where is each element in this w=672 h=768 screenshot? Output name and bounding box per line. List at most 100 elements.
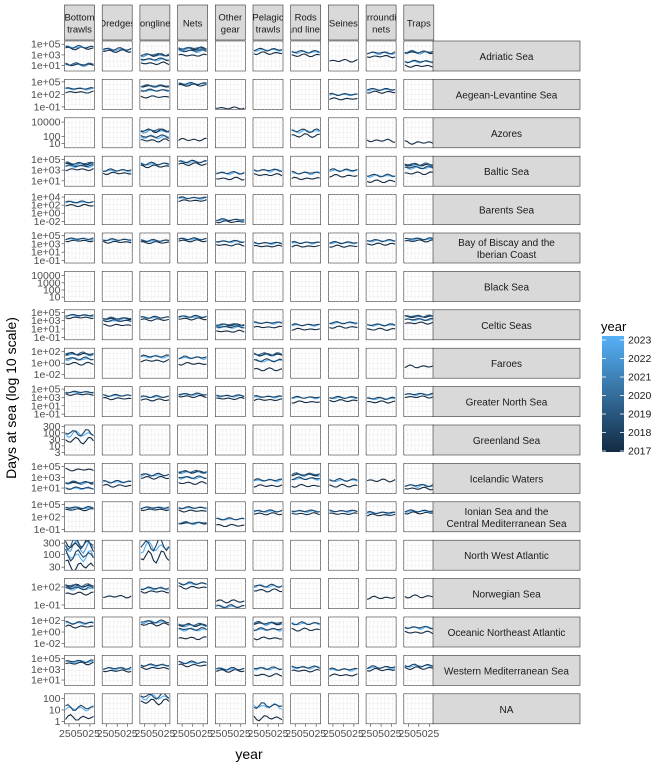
year-series-line — [65, 508, 94, 512]
panel-r9-c3 — [139, 347, 171, 379]
year-series-line — [178, 199, 207, 203]
y-tick-label: 10000 — [31, 117, 60, 129]
panel-r9-c1 — [64, 347, 95, 379]
year-series-line — [366, 51, 396, 55]
legend-label: 2021 — [628, 372, 652, 384]
year-series-line — [178, 237, 207, 241]
panel-r16-c7 — [290, 616, 322, 648]
panel-r11-c5 — [215, 424, 246, 456]
panel-r2-c8 — [328, 79, 359, 110]
year-series-line — [102, 319, 132, 323]
year-series-line — [140, 161, 170, 166]
y-tick-label: 1e+01 — [31, 323, 61, 335]
panel-r10-c7 — [290, 386, 322, 417]
panel-r2-c2 — [101, 79, 133, 110]
y-tick-label: 1e-01 — [34, 409, 61, 421]
year-series-line — [404, 237, 433, 241]
panel-r8-c3 — [139, 309, 171, 341]
year-series-line — [291, 665, 320, 669]
panel-r15-c9 — [365, 578, 397, 609]
panel-r8-c6 — [252, 309, 284, 341]
y-tick-label: 300 — [43, 421, 61, 433]
year-series-line — [140, 354, 169, 358]
legend-colorbar — [602, 336, 624, 452]
panel-r17-c8 — [328, 655, 359, 686]
legend-label: 2020 — [628, 390, 652, 402]
year-series-line — [253, 325, 283, 329]
y-tick-label: 1e+01 — [31, 400, 61, 412]
panel-r8-c9 — [365, 309, 397, 341]
year-series-line — [140, 84, 169, 88]
panel-r9-c10 — [403, 347, 435, 379]
year-series-line — [253, 173, 283, 177]
panel-r16-c1 — [64, 616, 95, 648]
year-series-line — [329, 325, 358, 329]
year-series-line — [404, 625, 433, 630]
row-strip-label: Central Mediterranean Sea — [446, 519, 567, 530]
y-tick-label: 1e+03 — [31, 315, 61, 327]
row-strip-label: Faroes — [491, 359, 522, 370]
row-strip-10: Greater North Sea — [432, 386, 581, 417]
panel-r16-c10 — [403, 616, 435, 648]
year-series-line — [102, 483, 132, 488]
year-series-line — [140, 693, 170, 700]
year-series-line — [291, 128, 320, 134]
panel-r1-c7 — [290, 40, 322, 72]
year-series-line — [404, 486, 433, 491]
panel-r16-c6 — [252, 616, 284, 648]
year-series-line — [329, 673, 358, 677]
panel-r5-c4 — [177, 194, 208, 225]
panel-r9-c9 — [365, 347, 397, 379]
row-strip-label: Icelandic Waters — [470, 474, 544, 485]
panel-r5-c3 — [139, 194, 171, 225]
panel-r16-c2 — [101, 616, 133, 648]
year-series-line — [178, 394, 207, 399]
row-strip-17: Western Mediterranean Sea — [432, 655, 581, 686]
year-series-line — [216, 329, 245, 333]
year-series-line — [216, 323, 245, 327]
year-series-line — [103, 316, 132, 320]
year-series-line — [178, 81, 207, 86]
panel-r12-c8 — [328, 463, 359, 494]
year-series-line — [216, 523, 245, 528]
year-series-line — [329, 244, 358, 248]
panel-r14-c4 — [177, 539, 208, 571]
panel-r17-c4 — [177, 655, 208, 686]
year-series-line — [253, 583, 283, 588]
year-series-line — [291, 512, 320, 516]
panel-r16-c3 — [139, 616, 171, 648]
year-series-line — [65, 467, 94, 472]
year-series-line — [178, 627, 207, 632]
year-series-line — [254, 588, 283, 593]
year-series-line — [178, 48, 207, 53]
year-series-line — [329, 512, 358, 515]
panel-r13-c2 — [101, 501, 133, 533]
year-series-line — [404, 511, 433, 515]
year-series-line — [329, 58, 358, 63]
y-tick-label: 1e+03 — [31, 472, 61, 484]
panel-r7-c1 — [64, 271, 95, 302]
year-series-line — [253, 636, 283, 641]
year-series-line — [404, 239, 433, 243]
row-strip-15: Norwegian Sea — [432, 578, 581, 609]
panel-r8-c4 — [177, 309, 208, 341]
panel-r11-c10 — [403, 424, 435, 456]
y-tick-label: 1e+03 — [31, 165, 61, 177]
year-series-line — [291, 49, 320, 54]
year-series-line — [253, 478, 283, 482]
year-series-line — [103, 397, 132, 401]
panel-r7-c5 — [215, 271, 246, 302]
year-series-line — [253, 244, 283, 248]
year-series-line — [178, 660, 207, 665]
year-series-line — [65, 356, 94, 361]
y-tick-label: 1e-01 — [34, 600, 61, 612]
panel-r6-c3 — [139, 232, 171, 264]
panel-r12-c2 — [101, 463, 133, 494]
year-series-line — [178, 663, 207, 668]
year-series-line — [253, 512, 283, 516]
panel-r15-c6 — [252, 578, 284, 609]
column-strip-label: Pelagic — [252, 13, 283, 24]
panel-r7-c10 — [403, 271, 435, 302]
y-tick-label: 1e-02 — [34, 369, 61, 381]
panel-r18-c7 — [290, 693, 322, 725]
